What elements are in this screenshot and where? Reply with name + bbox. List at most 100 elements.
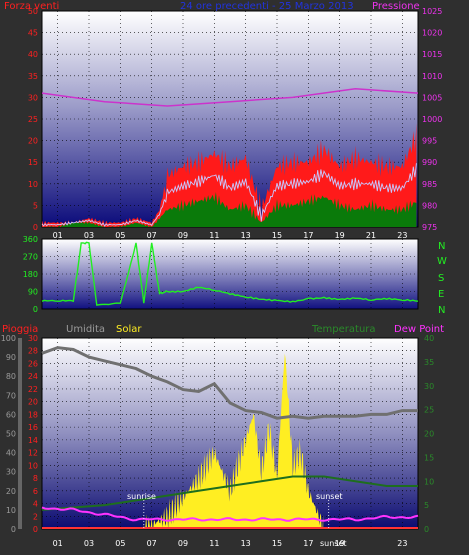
temp-tick: 30	[424, 382, 434, 391]
x-tick-label-top: 17	[303, 231, 313, 240]
top-title-right: Pressione	[372, 1, 420, 12]
x-tick-label-bottom: 07	[147, 539, 157, 548]
wind-direction-line	[41, 241, 419, 306]
x-tick-label-top: 13	[241, 231, 251, 240]
top-right-tick: 1025	[422, 7, 442, 16]
mid-left-tick: 270	[23, 253, 38, 262]
mid-left-tick: 360	[23, 235, 38, 244]
x-tick-label-bottom: 09	[178, 539, 188, 548]
mid-left-tick: 90	[28, 288, 38, 297]
temp-tick: 35	[424, 358, 434, 367]
rain-tick: 18	[28, 410, 38, 419]
top-left-tick: 45	[28, 29, 38, 38]
top-right-tick: 1015	[422, 50, 442, 59]
solar-area	[143, 353, 324, 529]
top-right-tick: 975	[422, 223, 437, 232]
top-right-tick: 980	[422, 201, 437, 210]
humidity-tick: 0	[11, 525, 16, 534]
x-tick-label-bottom: 17	[303, 539, 313, 548]
rain-tick: 0	[33, 525, 38, 534]
label-temperature: Temperatura	[311, 324, 376, 335]
top-right-tick: 1020	[422, 29, 442, 38]
top-right-tick: 995	[422, 137, 437, 146]
top-left-tick: 15	[28, 158, 38, 167]
humidity-tick: 60	[6, 410, 16, 419]
rain-tick: 2	[33, 512, 38, 521]
x-tick-label-top: 03	[84, 231, 94, 240]
sunset-label: sunset	[316, 492, 343, 501]
top-title-left: Forza venti	[4, 1, 59, 12]
humidity-tick: 40	[6, 449, 16, 458]
x-tick-label-top: 19	[335, 231, 345, 240]
humidity-tick: 50	[6, 430, 16, 439]
compass-n-top: N	[438, 241, 445, 252]
compass-w: W	[437, 256, 447, 267]
sunset-axis-label: sunset	[320, 539, 347, 548]
temp-tick: 0	[424, 525, 429, 534]
temp-tick: 15	[424, 453, 434, 462]
temp-tick: 5	[424, 501, 429, 510]
humidity-scale-bar	[18, 338, 22, 529]
x-tick-label-top: 11	[209, 231, 219, 240]
top-right-tick: 1000	[422, 115, 442, 124]
mid-left-tick: 180	[23, 270, 38, 279]
top-right-tick: 1005	[422, 93, 442, 102]
top-right-tick: 985	[422, 180, 437, 189]
x-tick-label-bottom: 15	[272, 539, 282, 548]
temp-tick: 25	[424, 406, 434, 415]
humidity-tick: 70	[6, 391, 16, 400]
compass-n-bottom: N	[438, 305, 445, 316]
x-tick-label-top: 21	[366, 231, 376, 240]
top-left-tick: 40	[28, 50, 38, 59]
dew-point-line	[41, 506, 419, 522]
rain-tick: 22	[28, 385, 38, 394]
humidity-tick: 90	[6, 353, 16, 362]
rain-tick: 6	[33, 487, 38, 496]
rain-tick: 28	[28, 347, 38, 356]
rain-tick: 30	[28, 334, 38, 343]
rain-tick: 14	[28, 436, 38, 445]
temp-tick: 20	[424, 430, 434, 439]
x-tick-label-bottom: 05	[115, 539, 125, 548]
rain-tick: 24	[28, 372, 38, 381]
rain-tick: 26	[28, 359, 38, 368]
temp-tick: 40	[424, 334, 434, 343]
rain-tick: 20	[28, 398, 38, 407]
label-solar: Solar	[116, 324, 142, 335]
top-left-tick: 50	[28, 7, 38, 16]
pressure-line	[41, 88, 419, 107]
compass-e: E	[438, 289, 444, 300]
humidity-tick: 10	[6, 506, 16, 515]
rain-tick: 16	[28, 423, 38, 432]
x-tick-label-bottom: 23	[397, 539, 407, 548]
x-tick-label-bottom: 03	[84, 539, 94, 548]
x-tick-label-top: 07	[147, 231, 157, 240]
temp-tick: 10	[424, 477, 434, 486]
top-left-tick: 25	[28, 115, 38, 124]
top-left-tick: 10	[28, 180, 38, 189]
top-title-center: 24 ore precedenti - 25 Marzo 2013	[180, 1, 354, 12]
x-tick-label-bottom: 13	[241, 539, 251, 548]
top-left-tick: 35	[28, 72, 38, 81]
top-right-tick: 1010	[422, 72, 442, 81]
humidity-line	[41, 346, 418, 420]
label-dew-point: Dew Point	[394, 324, 444, 335]
top-right-tick: 990	[422, 158, 437, 167]
humidity-tick: 100	[1, 334, 16, 343]
top-left-tick: 30	[28, 93, 38, 102]
compass-s: S	[438, 273, 444, 284]
x-tick-label-bottom: 01	[53, 539, 63, 548]
rain-tick: 10	[28, 461, 38, 470]
rain-tick: 8	[33, 474, 38, 483]
label-humidity: Umidita	[66, 324, 105, 335]
mid-left-tick: 0	[33, 305, 38, 314]
sunrise-label: sunrise	[127, 492, 156, 501]
x-tick-label-top: 09	[178, 231, 188, 240]
humidity-tick: 20	[6, 487, 16, 496]
x-tick-label-top: 05	[115, 231, 125, 240]
label-rain: Pioggia	[2, 324, 38, 335]
humidity-tick: 80	[6, 372, 16, 381]
rain-tick: 4	[33, 500, 38, 509]
